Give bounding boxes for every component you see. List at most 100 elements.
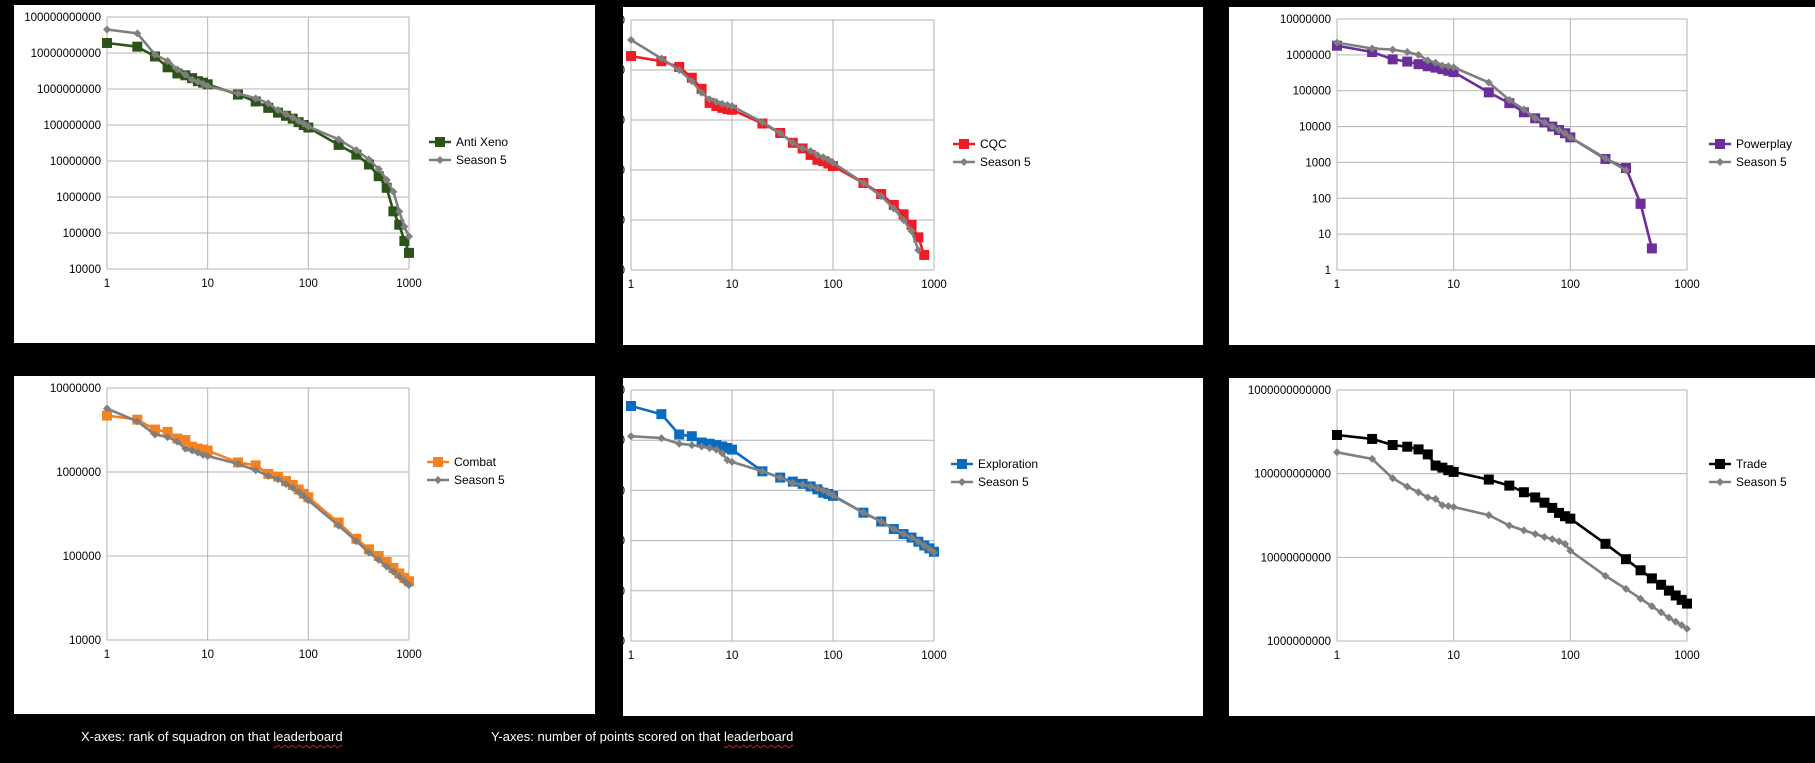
data-point [1444, 502, 1453, 511]
data-point [657, 434, 666, 443]
data-point [1555, 537, 1564, 546]
x-tick-label: 1000 [396, 278, 422, 290]
data-point [389, 567, 398, 576]
data-point [898, 209, 909, 220]
legend-label: Season 5 [978, 475, 1029, 489]
data-point [657, 54, 666, 63]
data-point [400, 222, 409, 231]
data-point [251, 94, 260, 103]
chart-svg: 10000 100000 1000000 10000000 100000000 10000… [24, 12, 508, 290]
data-point [1388, 474, 1397, 483]
data-point [798, 480, 807, 489]
data-point [907, 533, 916, 542]
y-tick-label: 100 [1312, 193, 1331, 205]
data-point [404, 247, 414, 258]
data-point [263, 102, 274, 113]
legend-marker [958, 478, 966, 486]
y-tick-label: 1000000 [1286, 50, 1331, 62]
y-tick-label: 10000000 [1280, 14, 1331, 26]
data-point [1414, 50, 1423, 59]
chart-svg: 1000000000 10000000000 100000000000 1000000… [1248, 385, 1787, 662]
data-point [727, 444, 737, 455]
data-point [728, 457, 736, 466]
data-point [381, 556, 392, 567]
data-point [1430, 62, 1441, 73]
x-tick-label: 1000 [396, 649, 422, 661]
y-caption-word: leaderboard [723, 729, 794, 744]
data-point [813, 150, 822, 159]
data-point [1402, 441, 1413, 452]
data-point [913, 232, 924, 243]
data-point [717, 441, 728, 452]
data-point [914, 537, 923, 546]
data-point [930, 548, 938, 557]
data-point [1505, 521, 1514, 530]
data-point [776, 473, 785, 482]
x-tick-label: 1 [104, 649, 110, 661]
x-tick-label: 1 [628, 650, 634, 662]
y-tick-label: 10000000000 [31, 48, 101, 60]
data-point [627, 432, 635, 441]
data-point [363, 159, 374, 170]
data-point [813, 484, 822, 493]
data-point [395, 572, 404, 581]
y-axis-caption: Y-axes: number of points scored on that … [491, 729, 793, 744]
data-point [1430, 460, 1441, 471]
data-point [914, 246, 923, 255]
y-caption-prefix: Y-axes: number of points scored on that [491, 729, 724, 744]
data-point [1443, 465, 1454, 476]
x-tick-label: 100 [299, 278, 318, 290]
data-point [1601, 154, 1610, 163]
data-point [333, 139, 344, 150]
x-tick-label: 10 [726, 650, 739, 662]
y-tick-label: 100000000 [43, 120, 101, 132]
data-point [626, 51, 636, 62]
data-point [626, 401, 636, 412]
data-point [1671, 617, 1680, 626]
data-point [806, 482, 815, 491]
y-tick-label: 1000000 [623, 65, 625, 77]
y-tick-label: 10000000 [50, 156, 101, 168]
data-point [162, 62, 173, 73]
data-point [374, 164, 383, 173]
y-tick-label: 100000000000 [24, 12, 101, 24]
y-tick-label: 1000000000 [1267, 636, 1331, 648]
data-point [1539, 497, 1550, 508]
y-tick-label: 10 [1318, 229, 1331, 241]
data-point [1547, 502, 1558, 513]
x-tick-label: 1000 [921, 650, 947, 662]
data-point [103, 25, 111, 34]
data-point [1333, 38, 1341, 47]
data-point [264, 471, 273, 480]
data-point [907, 227, 916, 236]
x-tick-label: 1 [1334, 279, 1340, 291]
y-tick-label: 10000 [1299, 122, 1331, 134]
data-point [687, 441, 696, 450]
data-point [382, 175, 391, 184]
data-point [1413, 444, 1424, 455]
data-point [718, 99, 727, 108]
x-tick-label: 10 [1447, 650, 1460, 662]
data-point [381, 182, 392, 193]
chart-trade: 1000000000 10000000000 100000000000 1000000… [1229, 378, 1815, 716]
y-tick-label: 100000000000 [1254, 469, 1331, 481]
data-point [1368, 44, 1377, 53]
data-point [334, 521, 343, 530]
data-point [1636, 594, 1645, 603]
chart-combat: 10000 100000 1000000 10000000 1 10 100 1000 Comb… [14, 376, 595, 714]
data-point [1483, 474, 1494, 485]
series-line [1336, 41, 1627, 172]
data-point [399, 235, 410, 246]
data-point [1387, 54, 1398, 65]
x-caption-word: leaderboard [273, 729, 343, 744]
data-point [1437, 462, 1448, 473]
data-point [132, 41, 143, 52]
data-point [173, 437, 182, 446]
data-point [1519, 105, 1528, 114]
data-point [102, 410, 112, 421]
chart-exploration: 10000000 100000000 1000000000 10000000000 10… [623, 378, 1203, 716]
legend-marker [1715, 459, 1725, 469]
series-line [1336, 433, 1688, 605]
y-tick-label: 1 [1325, 265, 1331, 277]
data-point [712, 97, 721, 106]
